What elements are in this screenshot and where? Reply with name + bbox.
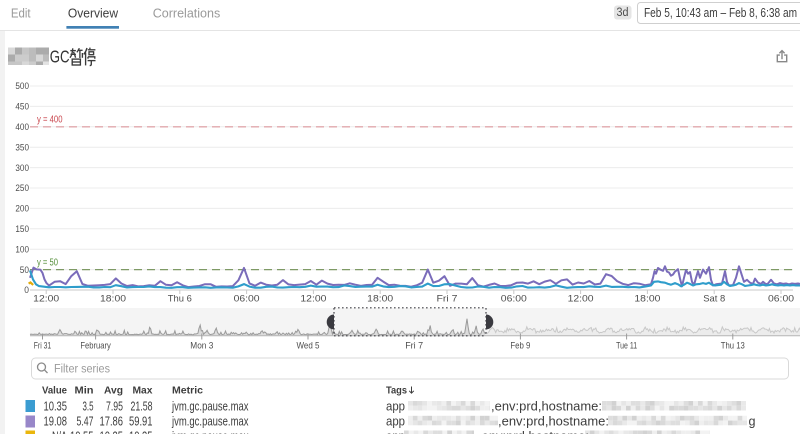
svg-text:jvm.gc.pause.max: jvm.gc.pause.max <box>171 429 249 434</box>
svg-text:350: 350 <box>15 142 29 153</box>
svg-text:Value: Value <box>42 385 67 397</box>
svg-text:Mon 3: Mon 3 <box>190 341 213 352</box>
svg-text:Feb 5, 10:43 am – Feb 8, 6:38: Feb 5, 10:43 am – Feb 8, 6:38 am <box>644 5 797 20</box>
svg-text:y = 50: y = 50 <box>37 258 58 269</box>
svg-text:Wed 5: Wed 5 <box>297 341 320 352</box>
svg-text:Fri 7: Fri 7 <box>437 293 458 304</box>
svg-text:Thu 13: Thu 13 <box>721 341 745 352</box>
svg-text:18:00: 18:00 <box>367 293 393 304</box>
svg-text:10.35: 10.35 <box>100 429 124 434</box>
svg-text:3d: 3d <box>617 7 629 19</box>
svg-text:Overview: Overview <box>68 5 119 20</box>
svg-text:400: 400 <box>15 122 29 133</box>
svg-text:100: 100 <box>15 244 29 255</box>
svg-text:150: 150 <box>15 224 29 235</box>
svg-text:Correlations: Correlations <box>153 5 221 20</box>
svg-text:500: 500 <box>15 81 29 92</box>
svg-text:Sat 8: Sat 8 <box>703 293 725 304</box>
svg-text:February: February <box>80 341 111 352</box>
svg-text:450: 450 <box>15 102 29 113</box>
svg-text:Fri 31: Fri 31 <box>34 341 52 352</box>
svg-text:10.35: 10.35 <box>129 429 153 434</box>
svg-text:10.55: 10.55 <box>70 429 94 434</box>
svg-text:,env:prd,hostname:: ,env:prd,hostname: <box>491 400 602 414</box>
svg-text:Min: Min <box>75 385 94 397</box>
svg-text:0: 0 <box>24 285 29 296</box>
svg-text:jvm.gc.pause.max: jvm.gc.pause.max <box>171 400 249 414</box>
svg-text:21.58: 21.58 <box>131 400 153 414</box>
svg-text:5.47: 5.47 <box>77 414 94 428</box>
svg-text:06:00: 06:00 <box>234 293 260 304</box>
svg-text:59.91: 59.91 <box>129 414 153 428</box>
svg-text:12:00: 12:00 <box>300 293 326 304</box>
svg-text:06:00: 06:00 <box>501 293 527 304</box>
svg-text:10.35: 10.35 <box>44 400 68 414</box>
svg-text:250: 250 <box>15 183 29 194</box>
svg-text:06:00: 06:00 <box>768 293 794 304</box>
svg-text:300: 300 <box>15 163 29 174</box>
svg-text:,env:prd,hostname:: ,env:prd,hostname: <box>478 429 589 434</box>
svg-text:app: app <box>386 429 405 434</box>
svg-text:12:00: 12:00 <box>568 293 594 304</box>
svg-text:17.86: 17.86 <box>100 414 124 428</box>
svg-text:Filter series: Filter series <box>54 363 110 375</box>
svg-text:12:00: 12:00 <box>33 293 59 304</box>
svg-text:200: 200 <box>15 204 29 215</box>
svg-text:N/A: N/A <box>52 429 67 434</box>
svg-text:g: g <box>749 414 756 428</box>
svg-text:Fri 7: Fri 7 <box>405 341 423 352</box>
svg-text:,env:prd,hostname:: ,env:prd,hostname: <box>498 414 609 428</box>
svg-text:18:00: 18:00 <box>634 293 660 304</box>
svg-text:50: 50 <box>20 265 29 276</box>
svg-text:app: app <box>386 400 405 414</box>
svg-text:18:00: 18:00 <box>100 293 126 304</box>
svg-text:Avg: Avg <box>104 385 123 397</box>
svg-text:Thu 6: Thu 6 <box>168 293 192 304</box>
svg-text:app: app <box>386 414 405 428</box>
svg-text:jvm.gc.pause.max: jvm.gc.pause.max <box>171 414 249 428</box>
svg-text:7.95: 7.95 <box>106 400 123 414</box>
svg-text:Metric: Metric <box>172 385 203 397</box>
svg-text:19.08: 19.08 <box>44 414 68 428</box>
svg-text:Tue 11: Tue 11 <box>616 341 637 352</box>
svg-text:3.5: 3.5 <box>83 400 94 414</box>
svg-text:Edit: Edit <box>11 5 31 20</box>
svg-text:Tags: Tags <box>386 385 407 397</box>
svg-text:Max: Max <box>133 385 153 397</box>
svg-text:y = 400: y = 400 <box>37 115 63 126</box>
svg-text:GC: GC <box>50 46 70 66</box>
svg-text:Feb 9: Feb 9 <box>510 341 530 352</box>
